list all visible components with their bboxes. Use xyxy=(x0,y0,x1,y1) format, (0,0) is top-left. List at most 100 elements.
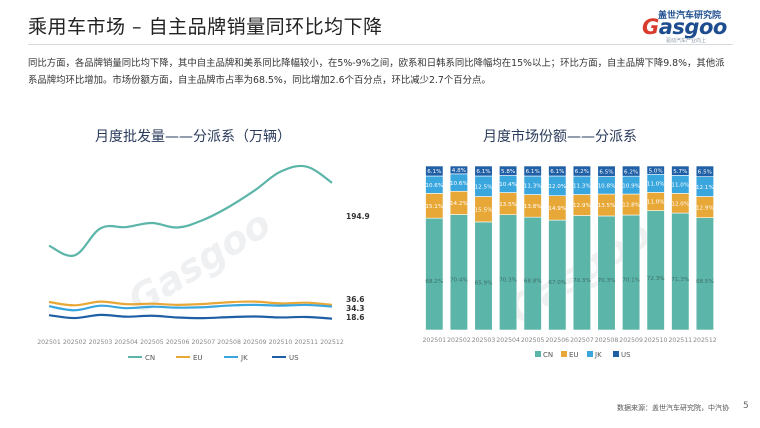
bar-data-label-eu: 13.5% xyxy=(598,203,616,209)
bar-legend-label-us: US xyxy=(621,351,631,359)
bar-data-label-jk: 10.9% xyxy=(622,183,640,189)
logo-sub-text: 驱动汽车产业向上 xyxy=(666,38,707,44)
summary-text: 同比方面，各品牌销量同比均下降，其中自主品牌和美系同比降幅较小，在5%-9%之间… xyxy=(28,58,725,86)
bar-data-label-us: 6.5% xyxy=(698,170,712,176)
bar-segment-us xyxy=(695,165,714,177)
bar-data-label-us: 6.1% xyxy=(476,169,490,175)
bar-x-tick-label: 202505 xyxy=(521,337,545,344)
bar-data-label-us: 6.1% xyxy=(550,169,564,175)
bar-legend-swatch-cn xyxy=(535,351,541,357)
bar-data-label-jk: 10.8% xyxy=(598,184,616,190)
bar-data-label-jk: 12.0% xyxy=(548,184,566,190)
bar-x-tick-label: 202502 xyxy=(447,337,471,344)
page-number: 5 xyxy=(743,401,749,411)
line-x-tick-label: 202504 xyxy=(114,339,138,346)
gasgoo-logo: 盖世汽车研究院 Gasgoo 驱动汽车产业向上 xyxy=(636,8,744,44)
bar-data-label-eu: 11.0% xyxy=(647,200,665,206)
logo-main-text: Gasgoo xyxy=(642,15,727,39)
bar-data-label-eu: 14.9% xyxy=(548,206,566,212)
bar-data-label-cn: 70.3% xyxy=(499,278,517,284)
line-x-tick-label: 202512 xyxy=(320,339,344,346)
bar-segment-cn xyxy=(597,215,616,331)
bar-x-tick-label: 202504 xyxy=(496,337,520,344)
line-x-tick-label: 202508 xyxy=(217,339,241,346)
bar-data-label-jk: 12.5% xyxy=(475,184,493,190)
line-legend-label-us: US xyxy=(289,354,299,362)
bar-data-label-us: 4.8% xyxy=(452,168,466,174)
logo-top-text: 盖世汽车研究院 xyxy=(658,11,722,21)
bar-data-label-eu: 13.8% xyxy=(524,204,542,210)
line-series-cn xyxy=(48,164,333,257)
bar-segment-cn xyxy=(622,214,641,331)
line-legend-label-cn: CN xyxy=(145,354,155,362)
line-end-label-jk: 34.3 xyxy=(346,304,365,313)
bar-legend-swatch-jk xyxy=(587,351,593,357)
line-x-tick-label: 202506 xyxy=(166,339,190,346)
bar-data-label-eu: 15.5% xyxy=(475,207,493,213)
bar-segment-us xyxy=(597,165,616,177)
bar-x-tick-label: 202503 xyxy=(472,337,496,344)
bar-data-label-cn: 70.3% xyxy=(573,278,591,284)
bar-segment-us xyxy=(474,165,493,177)
bar-data-label-jk: 10.4% xyxy=(499,182,517,188)
bar-x-tick-label: 202509 xyxy=(619,337,643,344)
line-end-label-eu: 36.6 xyxy=(346,295,365,304)
line-chart-title: 月度批发量——分派系（万辆） xyxy=(95,129,291,145)
bar-segment-cn xyxy=(646,210,665,331)
bar-segment-us xyxy=(572,165,591,177)
bar-data-label-cn: 70.1% xyxy=(622,278,640,284)
line-series-jk xyxy=(48,303,333,312)
bar-data-label-cn: 70.4% xyxy=(450,278,468,284)
line-x-tick-label: 202507 xyxy=(192,339,216,346)
logo-g-letter: G xyxy=(642,15,659,39)
line-legend-label-eu: EU xyxy=(193,354,203,362)
bar-segment-cn xyxy=(474,221,493,331)
bar-data-label-eu: 13.5% xyxy=(499,202,517,208)
bar-x-tick-label: 202507 xyxy=(570,337,594,344)
bar-segment-cn xyxy=(449,214,468,331)
bar-segment-cn xyxy=(425,217,444,331)
bar-x-tick-label: 202508 xyxy=(595,337,619,344)
bar-data-label-jk: 11.3% xyxy=(524,183,542,189)
bar-data-label-jk: 11.0% xyxy=(671,183,689,189)
bar-data-label-us: 6.2% xyxy=(624,169,638,175)
bar-data-label-cn: 71.3% xyxy=(671,277,689,283)
line-series-us xyxy=(48,313,333,320)
logo-rest: asgoo xyxy=(658,15,728,39)
bar-data-label-us: 5.7% xyxy=(673,169,687,175)
bar-segment-us xyxy=(499,165,518,176)
line-series-eu xyxy=(48,300,333,307)
bar-segment-us xyxy=(671,165,690,176)
bar-data-label-us: 6.5% xyxy=(599,169,613,175)
bar-segment-us xyxy=(646,165,665,175)
line-x-tick-label: 202505 xyxy=(140,339,164,346)
bar-data-label-cn: 68.8% xyxy=(524,279,542,285)
bar-segment-us xyxy=(449,165,468,175)
bar-data-label-eu: 14.2% xyxy=(450,201,468,207)
bar-data-label-jk: 11.3% xyxy=(573,183,591,189)
bar-segment-cn xyxy=(572,215,591,331)
bar-x-tick-label: 202511 xyxy=(668,337,692,344)
bar-data-label-cn: 70.3% xyxy=(598,278,616,284)
bar-segment-cn xyxy=(548,219,567,331)
line-x-tick-label: 202501 xyxy=(37,339,61,346)
bar-data-label-us: 5.8% xyxy=(501,169,515,175)
line-end-label-us: 18.6 xyxy=(346,313,365,322)
bar-data-label-jk: 10.6% xyxy=(450,181,468,187)
bar-data-label-cn: 68.5% xyxy=(696,279,714,285)
bar-data-label-eu: 15.1% xyxy=(425,204,443,210)
bar-data-label-us: 5.0% xyxy=(649,168,663,174)
bar-x-tick-label: 202510 xyxy=(644,337,668,344)
line-x-tick-label: 202502 xyxy=(63,339,87,346)
bar-data-label-cn: 68.2% xyxy=(425,279,443,285)
line-legend-label-jk: JK xyxy=(240,354,248,362)
bar-data-label-jk: 11.0% xyxy=(647,182,665,188)
source-footnote: 数据来源：盖世汽车研究院，中汽协 xyxy=(617,404,729,412)
line-end-label-cn: 194.9 xyxy=(346,212,370,221)
bar-legend-label-eu: EU xyxy=(569,351,579,359)
bar-data-label-jk: 10.6% xyxy=(425,183,443,189)
bar-data-label-eu: 12.9% xyxy=(696,205,714,211)
bar-data-label-eu: 12.8% xyxy=(622,203,640,209)
